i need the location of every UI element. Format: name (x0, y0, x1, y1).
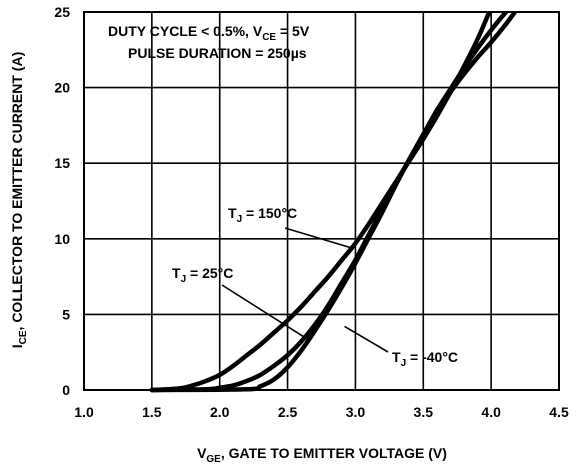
x-tick-label-1: 1.5 (142, 404, 162, 420)
grid (83, 11, 560, 391)
series-line-0 (149, 12, 492, 393)
x-tick-label-5: 3.5 (414, 404, 434, 420)
y-axis-label: ICE, COLLECTOR TO EMITTER CURRENT (A) (9, 52, 29, 349)
x-tick-labels: 1.0 1.5 2.0 2.5 3.0 3.5 4.0 4.5 (74, 404, 569, 420)
x-axis-label: VGE, GATE TO EMITTER VOLTAGE (V) (197, 445, 447, 465)
y-tick-labels: 0 5 10 15 20 25 (54, 4, 70, 398)
leader-line-0 (284, 227, 352, 249)
x-tick-label-0: 1.0 (74, 404, 94, 420)
x-tick-label-6: 4.0 (481, 404, 501, 420)
x-tick-label-4: 3.0 (346, 404, 366, 420)
leader-line-2 (344, 325, 389, 353)
series-label-minus40c: TJ = -40°C (392, 349, 458, 369)
series-label-25c: TJ = 25°C (172, 265, 233, 285)
condition-line-2: PULSE DURATION = 250µs (128, 45, 307, 61)
y-tick-label-1: 5 (62, 306, 70, 322)
series-line-2 (149, 12, 518, 393)
series-line-1 (149, 12, 510, 393)
curves (149, 12, 518, 393)
y-tick-label-3: 15 (54, 155, 70, 171)
leader-lines (221, 227, 389, 353)
y-tick-label-4: 20 (54, 80, 70, 96)
plot-frame (83, 11, 560, 391)
x-tick-label-3: 2.5 (278, 404, 298, 420)
series-label-150c: TJ = 150°C (228, 205, 297, 225)
condition-line-1: DUTY CYCLE < 0.5%, VCE = 5V (108, 23, 310, 43)
y-tick-label-2: 10 (54, 231, 70, 247)
leader-line-1 (221, 284, 307, 340)
x-tick-label-7: 4.5 (549, 404, 569, 420)
x-tick-label-2: 2.0 (210, 404, 230, 420)
y-tick-label-0: 0 (62, 382, 70, 398)
y-tick-label-5: 25 (54, 4, 70, 20)
